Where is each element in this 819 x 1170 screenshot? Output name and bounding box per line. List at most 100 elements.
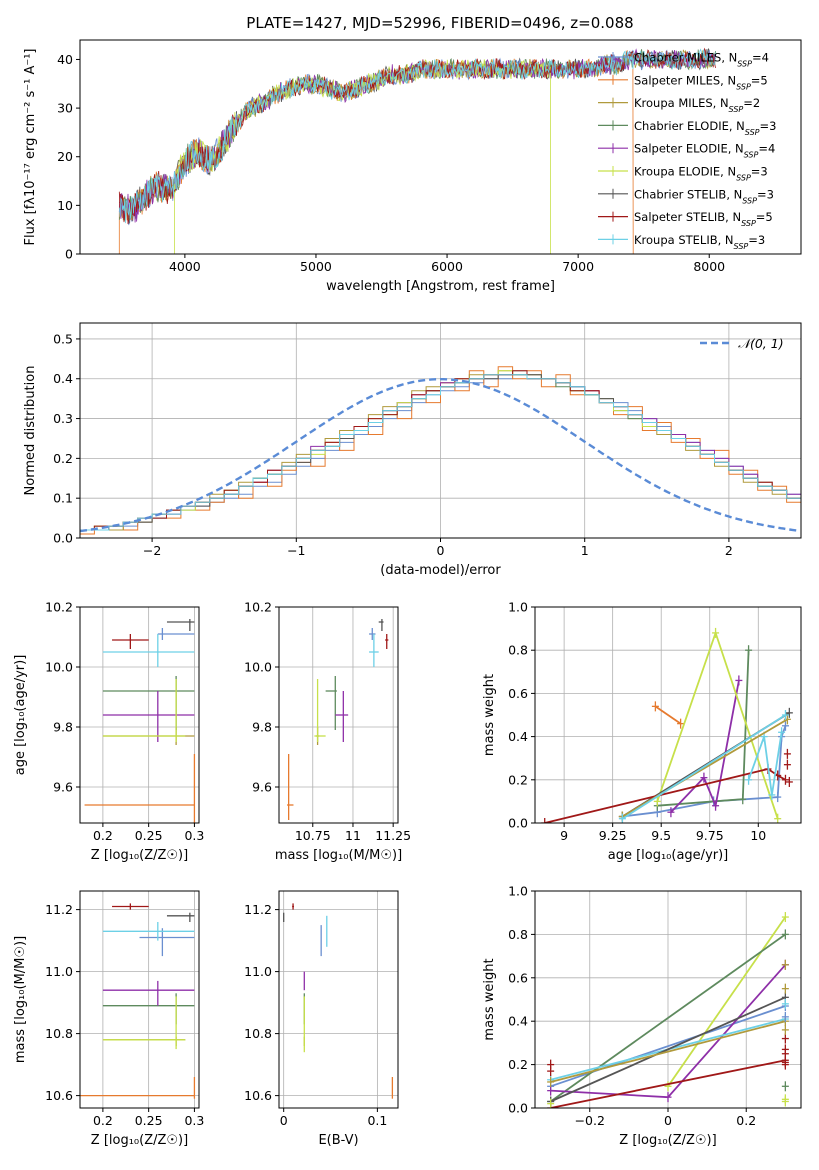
y-tick-label: 0.0 — [53, 531, 73, 546]
x-tick-label: 10.75 — [295, 828, 331, 843]
histogram-4 — [80, 374, 801, 531]
x-tick-label: 4000 — [169, 259, 201, 274]
y-tick-label: 0.6 — [508, 970, 528, 985]
axes-frame — [278, 606, 399, 824]
y-tick-label: 9.8 — [252, 720, 272, 735]
massweight-line — [654, 705, 682, 725]
plot-area — [283, 903, 394, 1099]
y-tick-label: 11.0 — [45, 964, 73, 979]
massweight-line — [550, 1059, 786, 1108]
axes-frame — [79, 890, 200, 1109]
spectrum-line — [118, 47, 716, 225]
x-tick-label: −2 — [143, 543, 161, 558]
legend-label: Salpeter STELIB, NSSP=5 — [634, 210, 773, 228]
x-tick-label: 0.2 — [736, 1113, 756, 1128]
y-tick-label: 0.0 — [508, 1101, 528, 1116]
y-axis-label: age [log₁₀(age/yr)] — [13, 655, 28, 776]
axes-frame — [79, 39, 802, 255]
plot-area — [287, 619, 389, 820]
x-tick-label: 0.2 — [93, 828, 113, 843]
x-tick-label: 7000 — [562, 259, 594, 274]
spectrum-line — [118, 48, 716, 224]
x-axis-label: age [log₁₀(age/yr)] — [608, 848, 729, 863]
massweight-line — [657, 650, 750, 807]
massweight-line — [550, 933, 786, 1103]
y-tick-label: 11.0 — [244, 964, 272, 979]
axes-frame — [534, 606, 802, 824]
x-axis-label: mass [log₁₀(M/M☉)] — [275, 848, 402, 863]
plot-area — [80, 903, 196, 1099]
y-tick-label: 1.0 — [508, 884, 528, 899]
figure-title: PLATE=1427, MJD=52996, FIBERID=0496, z=0… — [246, 14, 633, 32]
x-tick-label: 0.3 — [184, 1113, 204, 1128]
x-axis-label: Z [log₁₀(Z/Z☉)] — [91, 1133, 188, 1148]
x-axis-label: E(B-V) — [318, 1133, 358, 1148]
panel-mass_vs_Z: 0.2 0.25 0.3 10.6 10.8 11.0 11.2 Z [log₁₀(Z/Z☉)… — [13, 890, 204, 1148]
x-tick-label: 0.2 — [93, 1113, 113, 1128]
x-axis-label: wavelength [Angstrom, rest frame] — [326, 279, 555, 294]
y-tick-label: 10.0 — [244, 660, 272, 675]
y-tick-label: 0.1 — [53, 491, 73, 506]
massweight-line — [550, 996, 786, 1103]
plot-area — [547, 912, 789, 1108]
massweight-line — [550, 1020, 786, 1083]
panel-age_vs_mass: 10.75 11 11.25 9.6 9.8 10.0 10.2 mass [log₁₀(M/… — [244, 600, 411, 864]
y-tick-label: 10 — [57, 198, 73, 213]
y-tick-label: 0.4 — [53, 371, 73, 386]
legend-label: Chabrier MILES, NSSP=4 — [634, 51, 769, 69]
y-tick-label: 0.5 — [53, 331, 73, 346]
legend-label: Kroupa MILES, NSSP=2 — [634, 96, 760, 114]
x-tick-label: 9 — [560, 828, 568, 843]
x-tick-label: −1 — [287, 543, 305, 558]
x-tick-label: 11.25 — [375, 828, 411, 843]
y-tick-label: 10.0 — [45, 660, 73, 675]
x-tick-label: 1 — [581, 543, 589, 558]
histogram-8 — [80, 374, 801, 531]
y-tick-label: 10.6 — [244, 1088, 272, 1103]
x-tick-label: 0 — [280, 1113, 288, 1128]
y-tick-label: 0.4 — [508, 729, 528, 744]
x-tick-label: 5000 — [300, 259, 332, 274]
y-tick-label: 9.6 — [53, 780, 73, 795]
axes-frame — [79, 606, 200, 824]
legend: Chabrier MILES, NSSP=4 Salpeter MILES, NS… — [598, 51, 776, 250]
x-axis-label: (data-model)/error — [380, 563, 501, 578]
y-tick-label: 20 — [57, 149, 73, 164]
y-tick-label: 0.2 — [508, 772, 528, 787]
y-tick-label: 0 — [65, 247, 73, 262]
histogram-0 — [80, 374, 801, 531]
x-axis-label: Z [log₁₀(Z/Z☉)] — [91, 848, 188, 863]
y-tick-label: 0.4 — [508, 1014, 528, 1029]
y-tick-label: 0.2 — [508, 1057, 528, 1072]
legend-label: Chabrier STELIB, NSSP=3 — [634, 187, 774, 205]
x-tick-label: 0.1 — [367, 1113, 387, 1128]
y-tick-label: 0.8 — [508, 643, 528, 658]
y-axis-label: Flux [fλ10⁻¹⁷ erg cm⁻² s⁻¹ A⁻¹] — [23, 49, 38, 246]
x-tick-label: 10 — [750, 828, 766, 843]
panel-age_vs_Z: 0.2 0.25 0.3 9.6 9.8 10.0 10.2 Z [log₁₀(Z/Z☉)] a… — [13, 600, 204, 864]
x-tick-label: 11 — [345, 828, 361, 843]
y-axis-label: mass weight — [482, 674, 497, 756]
y-tick-label: 9.8 — [53, 720, 73, 735]
panel-residuals: −2 −1 0 1 2 0.0 0.1 0.2 0.3 0.4 0.5 (data-model)/er… — [23, 322, 802, 578]
panels: 4000 5000 6000 7000 8000010203040wavelength … — [13, 39, 802, 1148]
x-tick-label: 0.25 — [135, 828, 163, 843]
y-tick-label: 0.0 — [508, 816, 528, 831]
massweight-line — [747, 732, 783, 796]
y-axis-label: mass [log₁₀(M/M☉)] — [13, 936, 28, 1063]
panel-mass_vs_ebv: 0 0.1 10.6 10.8 11.0 11.2 E(B-V) — [244, 890, 399, 1148]
x-tick-label: 8000 — [693, 259, 725, 274]
legend-label: Salpeter MILES, NSSP=5 — [634, 73, 768, 91]
plot-area — [84, 619, 196, 823]
x-axis-label: Z [log₁₀(Z/Z☉)] — [619, 1133, 716, 1148]
y-tick-label: 30 — [57, 101, 73, 116]
x-tick-label: 9.25 — [599, 828, 627, 843]
plot-area — [541, 627, 793, 823]
x-tick-label: 0.25 — [135, 1113, 163, 1128]
x-tick-label: 9.5 — [651, 828, 671, 843]
y-tick-label: 10.8 — [244, 1026, 272, 1041]
y-tick-label: 1.0 — [508, 600, 528, 615]
panel-massweight_vs_age: 9 9.25 9.5 9.75 10 0.0 0.2 0.4 0.6 0.8 1.0 age [log… — [482, 600, 802, 863]
massweight-line — [667, 916, 787, 1087]
y-tick-label: 0.8 — [508, 927, 528, 942]
